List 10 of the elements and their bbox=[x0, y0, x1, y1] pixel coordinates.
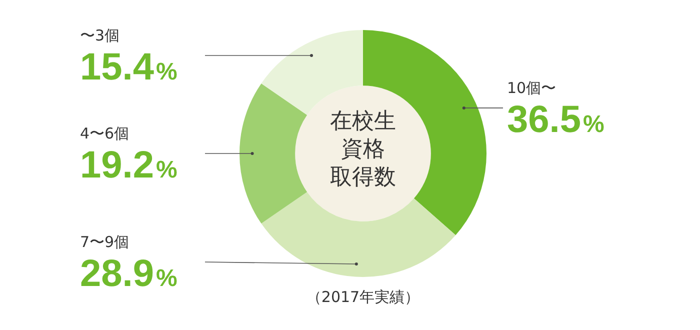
slice-label: 7〜9個 bbox=[80, 233, 130, 251]
data-label: 19.2% bbox=[80, 144, 178, 186]
data-label: 28.9% bbox=[80, 253, 178, 295]
slice-label: 〜3個 bbox=[80, 26, 120, 44]
text: 在校生資格取得数 bbox=[329, 108, 397, 192]
data-label: 36.5% bbox=[507, 98, 604, 141]
slice-label: 4〜6個 bbox=[80, 124, 130, 142]
data-label: 15.4% bbox=[80, 46, 178, 88]
text: （2017年実績） bbox=[305, 288, 421, 307]
slice-label: 10個〜 bbox=[507, 78, 556, 97]
